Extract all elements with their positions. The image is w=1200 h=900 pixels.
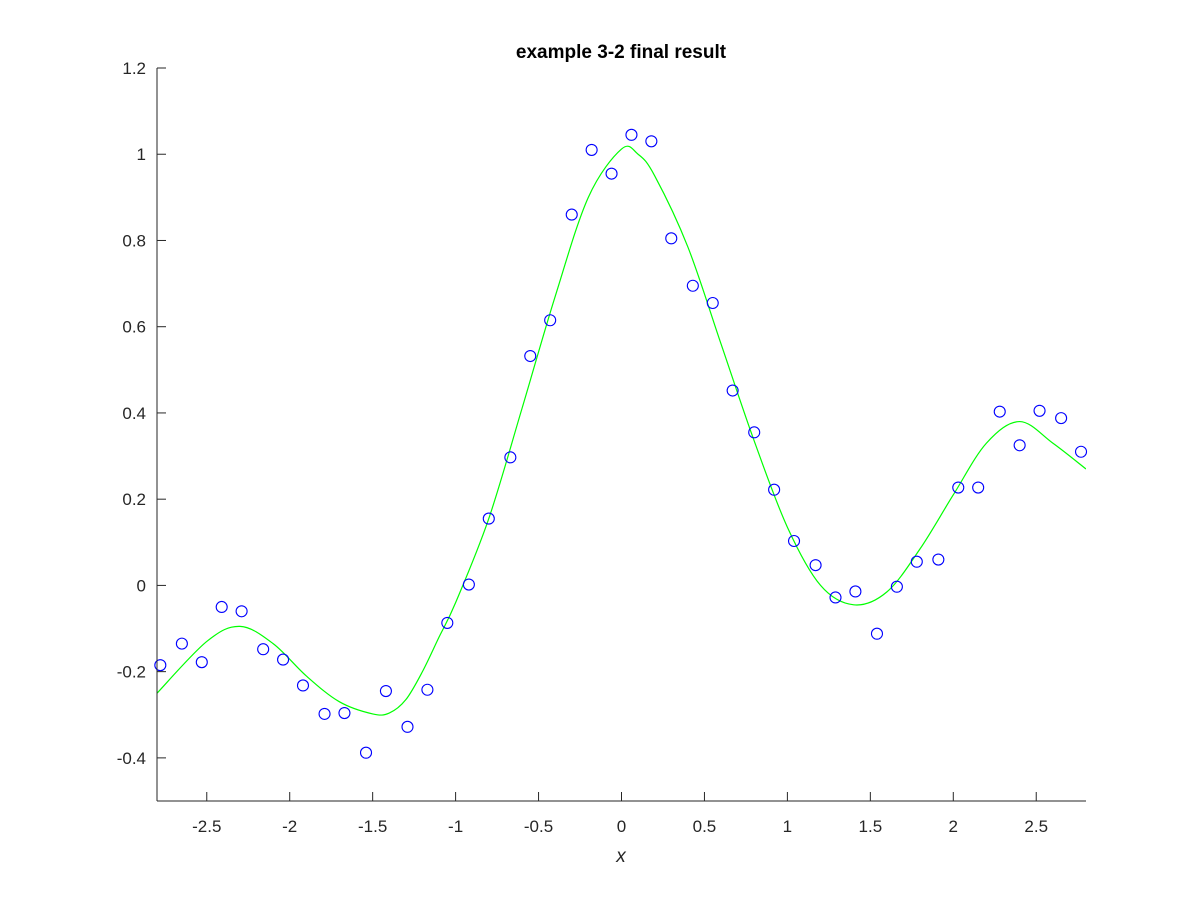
y-tick-label: 1 (137, 145, 146, 164)
data-point (1055, 412, 1068, 425)
x-tick-label: -2.5 (192, 817, 221, 836)
data-point (972, 481, 985, 494)
data-point (748, 426, 761, 439)
axes: -2.5 -2 -1.5 -1 -0.5 0 0.5 1 1.5 2 2.5 -0.4 -0.2 0 0.… (117, 59, 1086, 836)
data-point (175, 637, 188, 650)
data-point (829, 591, 842, 604)
data-point (401, 720, 414, 733)
data-point (1013, 439, 1026, 452)
data-point (1033, 404, 1046, 417)
data-point (318, 707, 331, 720)
x-tick-label: 2.5 (1024, 817, 1048, 836)
y-ticks: -0.4 -0.2 0 0.2 0.4 0.6 0.8 1 1.2 (117, 59, 166, 768)
data-point (1074, 445, 1088, 458)
data-point (645, 135, 658, 148)
y-tick-label: 0.6 (122, 318, 146, 337)
data-point (504, 451, 517, 464)
data-point (379, 684, 392, 698)
data-point (359, 746, 373, 759)
fit-curve-layer (157, 145, 1086, 716)
x-tick-label: -1.5 (358, 817, 387, 836)
data-point (338, 706, 351, 720)
data-point (890, 580, 903, 593)
x-tick-label: -1 (448, 817, 463, 836)
x-tick-label: 1 (783, 817, 792, 836)
x-tick-label: -2 (282, 817, 297, 836)
y-tick-label: 0 (137, 576, 146, 595)
data-point (787, 534, 801, 548)
data-point (625, 128, 638, 141)
data-point (565, 208, 578, 221)
data-point (421, 683, 434, 696)
data-point (482, 512, 495, 525)
data-point (235, 605, 248, 618)
data-point (257, 643, 270, 656)
y-tick-label: 0.4 (122, 404, 146, 423)
data-points-layer (154, 128, 1088, 759)
data-point (768, 483, 781, 496)
data-point (665, 232, 678, 245)
data-point (910, 555, 923, 568)
x-tick-label: 1.5 (859, 817, 883, 836)
x-tick-label: 0 (617, 817, 626, 836)
data-point (952, 481, 965, 494)
y-tick-label: 0.2 (122, 490, 146, 509)
data-point (870, 627, 884, 640)
plot-area (154, 128, 1088, 759)
data-point (441, 616, 454, 629)
data-point (686, 279, 699, 292)
data-point (605, 167, 618, 180)
data-point (809, 559, 822, 572)
data-point (215, 600, 228, 614)
x-tick-label: -0.5 (524, 817, 553, 836)
y-tick-label: -0.2 (117, 663, 146, 682)
data-point (706, 296, 719, 310)
data-point (524, 349, 537, 363)
data-point (195, 656, 208, 669)
data-point (726, 384, 739, 397)
data-point (277, 653, 290, 666)
y-tick-label: 0.8 (122, 231, 146, 250)
x-tick-label: 0.5 (693, 817, 717, 836)
data-point (296, 679, 310, 692)
x-axis-label: x (615, 846, 627, 867)
x-tick-label: 2 (949, 817, 958, 836)
fit-curve (157, 145, 1086, 716)
data-point (462, 578, 475, 591)
x-ticks: -2.5 -2 -1.5 -1 -0.5 0 0.5 1 1.5 2 2.5 (192, 792, 1048, 836)
y-tick-label: 1.2 (122, 59, 146, 78)
data-point (993, 405, 1006, 418)
data-point (154, 659, 167, 672)
chart-title: example 3-2 final result (516, 42, 727, 63)
data-point (585, 143, 598, 156)
y-tick-label: -0.4 (117, 749, 146, 768)
data-point (849, 585, 862, 598)
data-point (932, 553, 945, 566)
data-point (544, 314, 557, 327)
